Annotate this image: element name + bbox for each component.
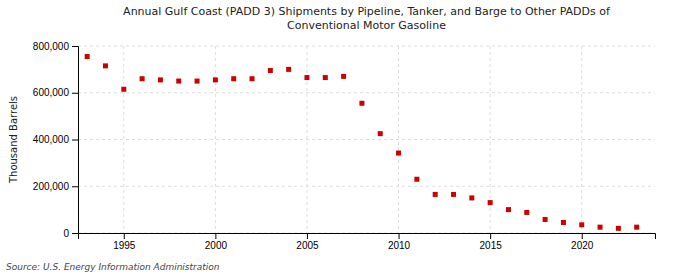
point: [103, 63, 108, 68]
y-tick: 800,000: [33, 41, 78, 52]
y-axis-title: Thousand Barrels: [8, 96, 19, 184]
grid: [78, 46, 655, 233]
point: [268, 68, 273, 73]
x-tick-mark: [307, 233, 308, 239]
point: [176, 79, 181, 84]
x-tick-label: 1995: [113, 240, 136, 251]
x-tick-label: 2000: [205, 240, 228, 251]
point: [85, 54, 90, 59]
point: [304, 75, 309, 80]
y-tick-mark: [72, 186, 78, 187]
point: [616, 226, 621, 231]
x-tick-mark: [399, 233, 400, 239]
x-tick: 2000: [205, 233, 228, 251]
point: [579, 222, 584, 227]
chart: 1995 2000 2005 2010 2015 2020 0 200,000 400,000 6…: [0, 0, 675, 275]
marks: [85, 54, 640, 231]
point: [488, 200, 493, 205]
x-tick-label: 2020: [571, 240, 594, 251]
grid-line-y: [78, 139, 655, 140]
point: [213, 77, 218, 82]
y-tick: 200,000: [33, 181, 78, 192]
x-tick: 2015: [480, 233, 503, 251]
point: [469, 195, 474, 200]
point: [396, 151, 401, 156]
y-tick: 600,000: [33, 87, 78, 98]
point: [433, 192, 438, 197]
x-tick-mark: [582, 233, 583, 239]
point: [378, 131, 383, 136]
y-tick-mark: [72, 46, 78, 47]
grid-line-y: [78, 46, 655, 47]
x-tick: 1995: [113, 233, 136, 251]
x-tick-mark: [124, 233, 125, 239]
point: [195, 79, 200, 84]
point: [341, 74, 346, 79]
y-tick-label: 0: [63, 228, 69, 239]
point: [451, 192, 456, 197]
point: [231, 76, 236, 81]
point: [598, 225, 603, 230]
title: Annual Gulf Coast (PADD 3) Shipments by …: [123, 5, 611, 32]
x-tick-mark: [215, 233, 216, 239]
y-tick-label: 400,000: [33, 134, 70, 145]
y-tick: 0: [63, 228, 78, 239]
x-tick-label: 2015: [480, 240, 503, 251]
point: [561, 220, 566, 225]
x-tick-label: 2005: [296, 240, 319, 251]
y-tick-label: 200,000: [33, 181, 70, 192]
x-tick-label: 2010: [388, 240, 411, 251]
y-tick-label: 600,000: [33, 87, 70, 98]
point: [543, 217, 548, 222]
y-tick-mark: [72, 93, 78, 94]
x-tick-mark: [490, 233, 491, 239]
point: [506, 207, 511, 212]
grid-line-y: [78, 92, 655, 93]
y-axis: 0 200,000 400,000 600,000 800,000: [33, 41, 79, 239]
point: [250, 76, 255, 81]
point: [524, 210, 529, 215]
y-tick-mark: [72, 233, 78, 234]
point: [158, 77, 163, 82]
y-axis-line: [72, 47, 79, 234]
x-axis: 1995 2000 2005 2010 2015 2020: [79, 233, 656, 251]
grid-line-x: [123, 46, 124, 233]
annotation: Source: U.S. Energy Information Administ…: [6, 262, 220, 272]
plot: 1995 2000 2005 2010 2015 2020 0 200,000 400,000 6…: [33, 41, 656, 251]
grid-line-x: [215, 46, 216, 233]
point: [634, 225, 639, 230]
grid-line-y: [78, 186, 655, 187]
x-axis-line: [79, 234, 656, 240]
y-tick: 400,000: [33, 134, 78, 145]
point: [359, 101, 364, 106]
point: [121, 87, 126, 92]
y-tick-mark: [72, 140, 78, 141]
point: [140, 76, 145, 81]
x-tick: 2005: [296, 233, 319, 251]
point: [323, 75, 328, 80]
point: [414, 177, 419, 182]
x-tick: 2020: [571, 233, 594, 251]
y-tick-label: 800,000: [33, 41, 70, 52]
x-tick: 2010: [388, 233, 411, 251]
point: [286, 67, 291, 72]
